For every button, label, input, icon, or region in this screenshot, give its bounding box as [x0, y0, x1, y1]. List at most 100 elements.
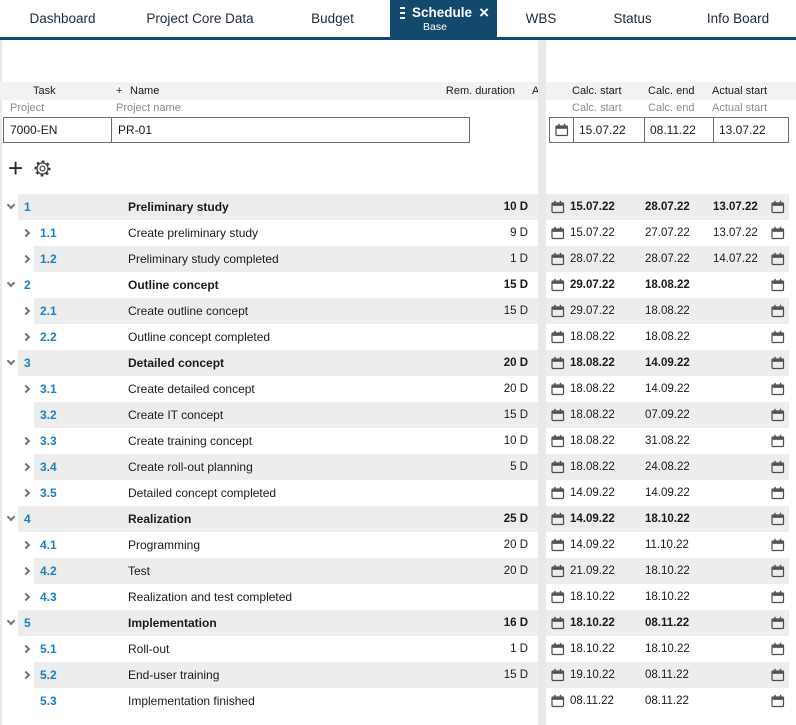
task-number[interactable]: 3: [24, 356, 31, 370]
project-name-field[interactable]: PR-01: [111, 118, 469, 142]
task-rem-duration[interactable]: 10 D: [503, 201, 528, 213]
calendar-icon[interactable]: [551, 564, 565, 581]
task-actual-start[interactable]: 13.07.22: [713, 227, 758, 239]
calendar-icon[interactable]: [551, 356, 565, 373]
task-number[interactable]: 3.2: [40, 408, 57, 422]
task-calc-start[interactable]: 19.10.22: [570, 669, 615, 681]
calendar-icon[interactable]: [551, 512, 565, 529]
calendar-icon[interactable]: [771, 278, 785, 295]
tab-budget[interactable]: Budget: [311, 11, 354, 26]
task-calc-start[interactable]: 18.08.22: [570, 435, 615, 447]
task-calc-start[interactable]: 18.10.22: [570, 591, 615, 603]
task-number[interactable]: 4.1: [40, 538, 57, 552]
task-rem-duration[interactable]: 15 D: [503, 409, 528, 421]
task-calc-start[interactable]: 14.09.22: [570, 539, 615, 551]
gear-icon[interactable]: [33, 159, 52, 178]
task-rem-duration[interactable]: 9 D: [510, 227, 528, 239]
task-row[interactable]: 4.3 Realization and test completed 18.10…: [0, 584, 796, 610]
task-rem-duration[interactable]: 10 D: [503, 435, 528, 447]
task-row[interactable]: 1 Preliminary study 10 D 15.07.22 28.07.…: [0, 194, 796, 220]
calendar-icon[interactable]: [771, 382, 785, 399]
plus-icon[interactable]: +: [8, 153, 24, 183]
task-row[interactable]: 5.3 Implementation finished 08.11.22 08.…: [0, 688, 796, 714]
task-name[interactable]: Test: [128, 564, 151, 578]
task-row[interactable]: 3.4 Create roll-out planning 5 D 18.08.2…: [0, 454, 796, 480]
task-calc-start[interactable]: 29.07.22: [570, 305, 615, 317]
chevron-right-icon[interactable]: [21, 436, 31, 446]
calendar-icon[interactable]: [771, 434, 785, 451]
calendar-icon[interactable]: [771, 590, 785, 607]
task-calc-end[interactable]: 18.08.22: [645, 331, 690, 343]
chevron-right-icon[interactable]: [21, 306, 31, 316]
calendar-icon[interactable]: [771, 668, 785, 685]
task-calc-start[interactable]: 14.09.22: [570, 487, 615, 499]
add-column-button[interactable]: +: [116, 85, 123, 97]
task-calc-start[interactable]: 14.09.22: [570, 513, 615, 525]
project-calc-start-field[interactable]: 15.07.22: [573, 117, 645, 143]
task-name[interactable]: Programming: [128, 538, 201, 552]
task-row[interactable]: 4.2 Test 20 D 21.09.22 18.10.22: [0, 558, 796, 584]
task-calc-end[interactable]: 14.09.22: [645, 383, 690, 395]
calendar-icon[interactable]: [551, 304, 565, 321]
task-calc-start[interactable]: 28.07.22: [570, 253, 615, 265]
task-rem-duration[interactable]: 5 D: [510, 461, 528, 473]
task-name[interactable]: Outline concept: [128, 278, 219, 292]
task-name[interactable]: End-user training: [128, 668, 220, 682]
chevron-down-icon[interactable]: [6, 278, 16, 288]
calendar-icon[interactable]: [771, 252, 785, 269]
task-number[interactable]: 5.1: [40, 642, 57, 656]
calendar-icon[interactable]: [551, 200, 565, 217]
tab-schedule-active[interactable]: Schedule × Base: [390, 0, 497, 37]
task-calc-end[interactable]: 18.08.22: [645, 305, 690, 317]
chevron-right-icon[interactable]: [21, 228, 31, 238]
chevron-right-icon[interactable]: [21, 670, 31, 680]
task-row[interactable]: 3.1 Create detailed concept 20 D 18.08.2…: [0, 376, 796, 402]
task-name[interactable]: Outline concept completed: [128, 330, 271, 344]
task-number[interactable]: 5.2: [40, 668, 57, 682]
task-name[interactable]: Create outline concept: [128, 304, 249, 318]
task-row[interactable]: 3 Detailed concept 20 D 18.08.22 14.09.2…: [0, 350, 796, 376]
calendar-icon[interactable]: [771, 616, 785, 633]
task-row[interactable]: 1.1 Create preliminary study 9 D 15.07.2…: [0, 220, 796, 246]
task-calc-end[interactable]: 07.09.22: [645, 409, 690, 421]
calendar-icon[interactable]: [549, 117, 574, 143]
task-number[interactable]: 4.3: [40, 590, 57, 604]
calendar-icon[interactable]: [551, 330, 565, 347]
task-row[interactable]: 1.2 Preliminary study completed 1 D 28.0…: [0, 246, 796, 272]
task-calc-end[interactable]: 18.08.22: [645, 279, 690, 291]
calendar-icon[interactable]: [771, 304, 785, 321]
task-number[interactable]: 2: [24, 278, 31, 292]
task-number[interactable]: 1.2: [40, 252, 57, 266]
calendar-icon[interactable]: [771, 356, 785, 373]
task-name[interactable]: Implementation: [128, 616, 217, 630]
calendar-icon[interactable]: [771, 564, 785, 581]
calendar-icon[interactable]: [771, 330, 785, 347]
task-row[interactable]: 3.3 Create training concept 10 D 18.08.2…: [0, 428, 796, 454]
task-calc-end[interactable]: 18.10.22: [645, 513, 690, 525]
task-row[interactable]: 5.2 End-user training 15 D 19.10.22 08.1…: [0, 662, 796, 688]
task-rem-duration[interactable]: 1 D: [510, 643, 528, 655]
calendar-icon[interactable]: [551, 694, 565, 711]
hamburger-icon[interactable]: [400, 6, 406, 19]
task-rem-duration[interactable]: 20 D: [503, 357, 528, 369]
task-row[interactable]: 2 Outline concept 15 D 29.07.22 18.08.22: [0, 272, 796, 298]
task-calc-start[interactable]: 15.07.22: [570, 227, 615, 239]
task-calc-start[interactable]: 21.09.22: [570, 565, 615, 577]
task-name[interactable]: Create roll-out planning: [128, 460, 253, 474]
chevron-down-icon[interactable]: [6, 616, 16, 626]
task-name[interactable]: Create IT concept: [128, 408, 224, 422]
task-calc-start[interactable]: 08.11.22: [570, 695, 614, 707]
chevron-right-icon[interactable]: [21, 254, 31, 264]
task-rem-duration[interactable]: 25 D: [503, 513, 528, 525]
calendar-icon[interactable]: [551, 668, 565, 685]
task-row[interactable]: 4.1 Programming 20 D 14.09.22 11.10.22: [0, 532, 796, 558]
chevron-right-icon[interactable]: [21, 332, 31, 342]
task-number[interactable]: 3.4: [40, 460, 57, 474]
tab-status[interactable]: Status: [613, 11, 652, 26]
task-row[interactable]: 4 Realization 25 D 14.09.22 18.10.22: [0, 506, 796, 532]
project-actual-start-field[interactable]: 13.07.22: [713, 117, 789, 143]
task-calc-start[interactable]: 29.07.22: [570, 279, 615, 291]
task-calc-end[interactable]: 08.11.22: [645, 617, 690, 629]
task-name[interactable]: Implementation finished: [128, 694, 255, 708]
task-actual-start[interactable]: 13.07.22: [713, 201, 758, 213]
